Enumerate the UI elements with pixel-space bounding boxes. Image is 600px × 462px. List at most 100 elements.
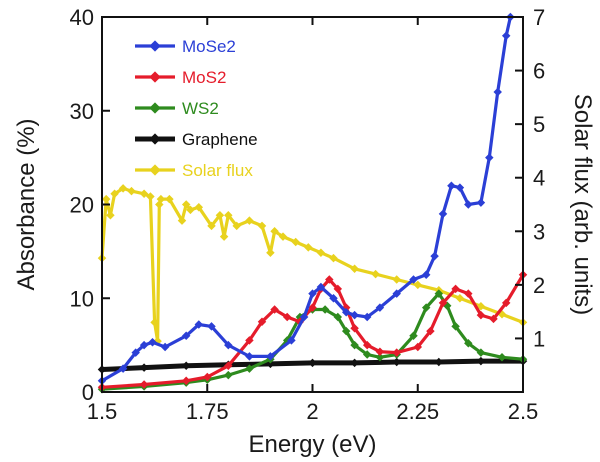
legend-label: WS2 bbox=[182, 99, 219, 118]
data-point-solar-flux bbox=[177, 216, 187, 225]
data-point-graphene bbox=[139, 363, 149, 372]
y-tick-label: 0 bbox=[82, 380, 94, 405]
data-point-solar-flux bbox=[270, 227, 279, 236]
data-point-ws2 bbox=[497, 353, 507, 362]
y2-tick-label: 2 bbox=[533, 273, 545, 298]
legend-marker bbox=[149, 40, 161, 52]
data-point-mos2 bbox=[451, 284, 460, 294]
legend-item-solar-flux: Solar flux bbox=[135, 161, 253, 180]
data-point-solar-flux bbox=[316, 248, 326, 257]
data-point-ws2 bbox=[245, 364, 254, 373]
data-point-solar-flux bbox=[139, 189, 149, 199]
legend-item-mose2: MoSe2 bbox=[135, 37, 236, 56]
data-point-mose2 bbox=[409, 275, 418, 284]
data-point-mos2 bbox=[464, 289, 473, 298]
data-point-mose2 bbox=[430, 251, 439, 261]
data-point-mose2 bbox=[362, 312, 372, 322]
data-point-solar-flux bbox=[194, 202, 204, 212]
data-point-mos2 bbox=[308, 303, 317, 312]
x-tick-label: 1.5 bbox=[87, 399, 118, 424]
legend-label: MoSe2 bbox=[182, 37, 236, 56]
data-point-mos2 bbox=[333, 284, 343, 294]
data-point-ws2 bbox=[320, 305, 330, 314]
data-point-solar-flux bbox=[329, 253, 338, 263]
plot-frame bbox=[101, 16, 524, 393]
data-point-mos2 bbox=[413, 342, 423, 352]
data-point-solar-flux bbox=[146, 192, 155, 201]
series-line-mos2 bbox=[100, 273, 525, 389]
data-point-solar-flux bbox=[413, 280, 423, 290]
data-point-mose2 bbox=[299, 312, 309, 322]
data-point-graphene bbox=[308, 358, 317, 368]
data-point-mos2 bbox=[224, 361, 233, 371]
data-point-ws2 bbox=[375, 353, 385, 362]
data-point-ws2 bbox=[333, 312, 343, 322]
y2-tick-label: 7 bbox=[533, 5, 545, 30]
data-point-mos2 bbox=[489, 314, 498, 324]
data-point-solar-flux bbox=[224, 210, 233, 220]
data-point-ws2 bbox=[341, 326, 351, 336]
data-point-mose2 bbox=[455, 183, 465, 192]
data-point-mose2 bbox=[148, 338, 157, 347]
x-axis-label: Energy (eV) bbox=[248, 431, 376, 458]
series-line-solar-flux bbox=[100, 186, 525, 343]
data-point-mose2 bbox=[194, 320, 204, 329]
data-point-ws2 bbox=[476, 348, 486, 357]
data-point-mose2 bbox=[118, 364, 128, 373]
series-line-ws2 bbox=[100, 292, 525, 391]
data-point-mose2 bbox=[131, 348, 140, 357]
data-point-ws2 bbox=[362, 350, 372, 359]
data-point-mos2 bbox=[282, 312, 292, 322]
data-point-solar-flux bbox=[127, 186, 136, 196]
data-point-mose2 bbox=[493, 87, 502, 97]
data-point-mose2 bbox=[181, 331, 191, 341]
data-point-mos2 bbox=[203, 372, 212, 382]
data-point-solar-flux bbox=[156, 194, 166, 204]
data-point-ws2 bbox=[409, 331, 418, 341]
data-point-mose2 bbox=[421, 270, 431, 280]
data-point-ws2 bbox=[421, 303, 431, 312]
data-point-ws2 bbox=[350, 340, 359, 350]
data-point-mos2 bbox=[139, 380, 149, 389]
y2-tick-label: 1 bbox=[533, 326, 545, 351]
data-point-mose2 bbox=[224, 340, 233, 350]
legend-marker bbox=[149, 102, 161, 114]
legend-marker bbox=[149, 164, 161, 176]
x-tick-label: 2.5 bbox=[508, 399, 539, 424]
data-point-solar-flux bbox=[232, 221, 241, 231]
data-point-mose2 bbox=[329, 294, 338, 303]
data-point-solar-flux bbox=[245, 216, 254, 225]
data-point-solar-flux bbox=[110, 189, 119, 199]
data-point-graphene bbox=[181, 361, 191, 371]
data-point-mos2 bbox=[392, 348, 401, 357]
data-point-solar-flux bbox=[101, 194, 111, 204]
data-point-mos2 bbox=[350, 324, 359, 333]
legend-label: Graphene bbox=[182, 130, 258, 149]
data-point-mose2 bbox=[350, 310, 359, 320]
data-point-ws2 bbox=[464, 339, 473, 348]
data-point-mose2 bbox=[485, 153, 494, 162]
y2-tick-label: 3 bbox=[533, 219, 545, 244]
data-point-ws2 bbox=[224, 370, 233, 380]
y2-tick-label: 4 bbox=[533, 166, 545, 191]
series-mos2 bbox=[97, 270, 528, 392]
y2-tick-label: 6 bbox=[533, 59, 545, 84]
data-point-solar-flux bbox=[215, 210, 225, 220]
legend: MoSe2 MoS2 WS2 Graphene Solar flux bbox=[135, 37, 258, 180]
legend-label: Solar flux bbox=[182, 161, 253, 180]
data-point-graphene bbox=[476, 356, 486, 366]
data-point-solar-flux bbox=[181, 200, 191, 209]
data-point-mos2 bbox=[245, 336, 254, 345]
series-mose2 bbox=[97, 12, 515, 386]
data-point-mose2 bbox=[476, 198, 486, 207]
legend-label: MoS2 bbox=[182, 68, 226, 87]
data-point-mos2 bbox=[426, 326, 435, 336]
data-point-mose2 bbox=[245, 352, 254, 361]
data-point-solar-flux bbox=[106, 210, 115, 220]
legend-marker bbox=[149, 71, 161, 83]
data-point-graphene bbox=[392, 357, 401, 367]
data-point-mos2 bbox=[181, 376, 191, 386]
data-point-mose2 bbox=[375, 303, 385, 312]
data-point-solar-flux bbox=[350, 264, 359, 274]
data-point-mos2 bbox=[362, 340, 372, 350]
